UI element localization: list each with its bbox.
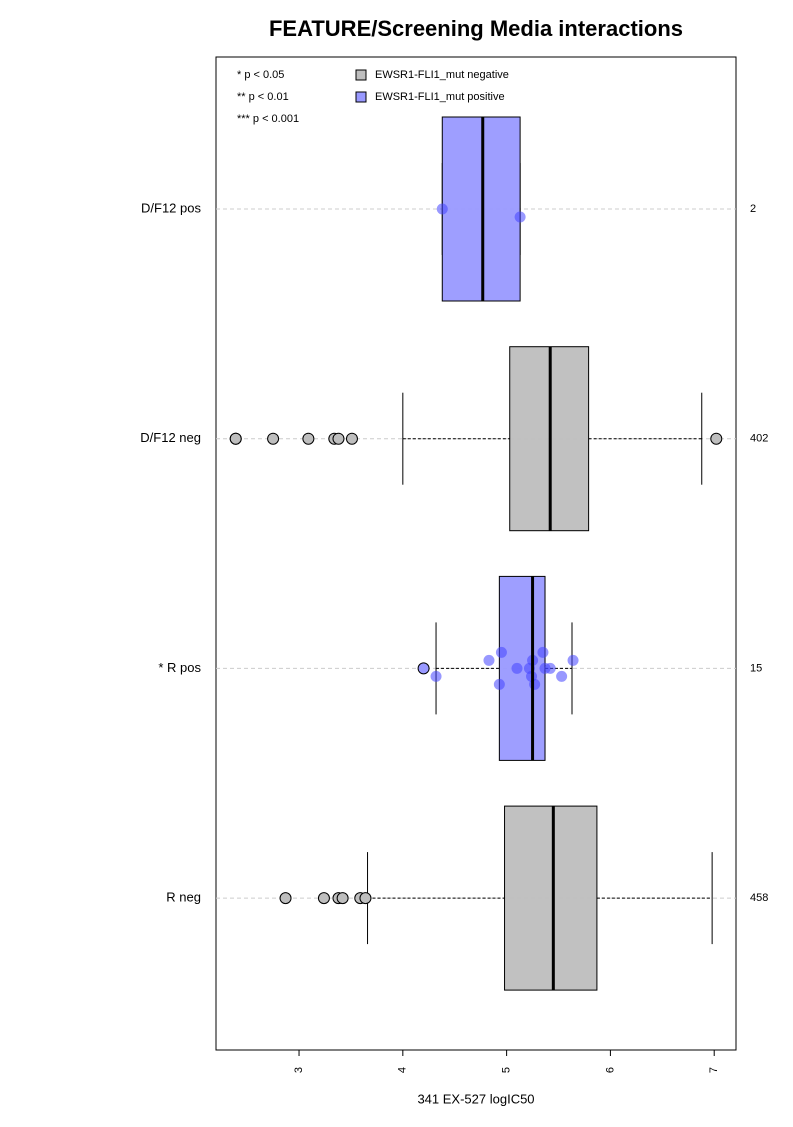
outlier	[317, 892, 330, 905]
x-tick-label: 7	[708, 1067, 720, 1073]
point	[514, 211, 526, 223]
x-axis-label: 341 EX-527 logIC50	[417, 1091, 534, 1106]
note: *** p < 0.001	[237, 113, 299, 125]
outlier	[279, 892, 292, 905]
x-tick-label: 6	[604, 1067, 616, 1073]
legend-label: EWSR1-FLI1_mut positive	[375, 91, 505, 103]
outlier	[336, 892, 349, 905]
outlier	[359, 892, 372, 905]
y-tick-label: R neg	[166, 890, 201, 905]
y-tick-label: * R pos	[158, 660, 201, 675]
point	[483, 654, 495, 666]
outlier	[345, 432, 358, 445]
note: ** p < 0.01	[237, 91, 289, 103]
point	[495, 646, 507, 658]
note: * p < 0.05	[237, 69, 284, 81]
point	[567, 654, 579, 666]
x-tick-label: 5	[501, 1067, 513, 1073]
outlier	[332, 432, 345, 445]
chart-title: FEATURE/Screening Media interactions	[269, 16, 683, 41]
outlier	[229, 432, 242, 445]
y-tick-label: D/F12 neg	[140, 430, 201, 445]
point	[556, 670, 568, 682]
point	[430, 670, 442, 682]
point	[529, 678, 541, 690]
count-label: 2	[750, 203, 756, 215]
box	[441, 116, 521, 302]
legend-swatch	[355, 91, 367, 103]
point	[544, 662, 556, 674]
point	[493, 678, 505, 690]
count-label: 402	[750, 433, 768, 445]
y-tick-label: D/F12 pos	[141, 200, 201, 215]
plot-frame	[215, 56, 737, 1051]
x-tick-label: 3	[293, 1067, 305, 1073]
legend-swatch	[355, 69, 367, 81]
legend-label: EWSR1-FLI1_mut negative	[375, 69, 509, 81]
point	[537, 646, 549, 658]
box	[504, 805, 598, 991]
x-tick-label: 4	[397, 1067, 409, 1073]
outlier	[267, 432, 280, 445]
outlier	[302, 432, 315, 445]
outlier	[710, 432, 723, 445]
outlier	[417, 662, 430, 675]
point	[436, 203, 448, 215]
point	[511, 662, 523, 674]
count-label: 15	[750, 662, 762, 674]
count-label: 458	[750, 892, 768, 904]
